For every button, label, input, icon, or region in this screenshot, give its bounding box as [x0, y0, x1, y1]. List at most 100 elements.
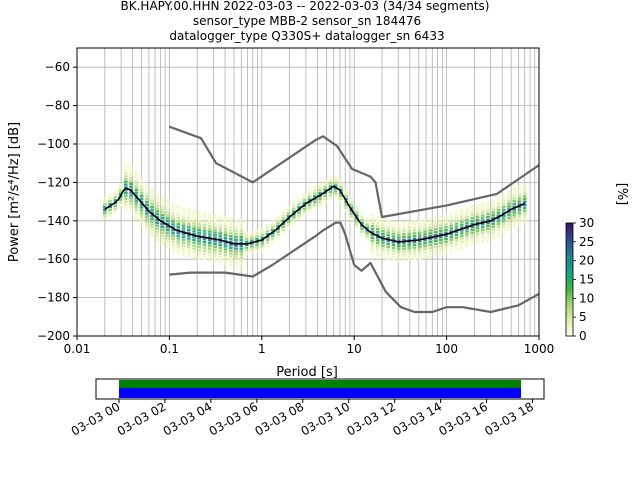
pdf-cell [165, 246, 170, 249]
coverage-tick-label: 03-03 04 [161, 399, 215, 438]
pdf-cell [370, 242, 375, 245]
pdf-cell [192, 210, 196, 213]
pdf-cell [160, 234, 165, 237]
figure-title-line-1: BK.HAPY.00.HHN 2022-03-03 -- 2022-03-03 … [121, 0, 490, 13]
pdf-cell [501, 231, 506, 235]
pdf-cell [108, 214, 112, 217]
pdf-cell [444, 240, 448, 243]
pdf-cell [134, 191, 139, 194]
pdf-cell [396, 222, 401, 225]
pdf-cell [486, 207, 490, 210]
pdf-cell [176, 228, 181, 232]
colorbar-tick-label: 20 [579, 254, 594, 268]
pdf-cell [428, 255, 433, 258]
pdf-cell [234, 264, 238, 268]
pdf-cell [223, 245, 228, 248]
pdf-cell [102, 217, 107, 221]
pdf-cell [176, 225, 181, 229]
pdf-cell [186, 251, 191, 255]
pdf-cell [386, 254, 391, 257]
pdf-cell [449, 212, 454, 216]
pdf-cell [428, 217, 433, 221]
pdf-cell [155, 204, 160, 207]
pdf-cell [144, 226, 149, 230]
pdf-cell [349, 212, 354, 215]
coverage-tick-label: 03-03 02 [115, 399, 169, 438]
pdf-cell [438, 227, 443, 230]
pdf-cell [176, 240, 181, 243]
pdf-cell [433, 254, 438, 257]
pdf-cell [512, 222, 517, 226]
pdf-cell [213, 239, 217, 243]
pdf-cell [228, 229, 233, 232]
pdf-cell [281, 211, 286, 214]
pdf-cell [465, 236, 469, 239]
pdf-cell [123, 171, 128, 175]
pdf-cell [328, 193, 333, 197]
pdf-cell [171, 214, 175, 217]
pdf-cell [129, 199, 133, 203]
pdf-cell [428, 232, 433, 235]
pdf-cell [407, 223, 412, 227]
pdf-cell [391, 249, 396, 253]
pdf-cell [365, 235, 370, 238]
pdf-cell [459, 211, 464, 215]
pdf-cell [270, 229, 275, 232]
coverage-frame [95, 378, 545, 400]
pdf-cell [438, 221, 443, 224]
pdf-cell [318, 194, 322, 198]
pdf-cell [307, 206, 312, 210]
pdf-cell [249, 233, 254, 237]
pdf-cell [417, 231, 422, 234]
pdf-cell [228, 223, 233, 226]
pdf-cell [186, 228, 191, 232]
pdf-cell [459, 214, 464, 218]
pdf-cell [160, 196, 165, 200]
pdf-cell [381, 238, 385, 242]
pdf-cell [218, 220, 223, 224]
pdf-cell [192, 212, 196, 216]
pdf-cell [307, 204, 312, 207]
pdf-cell [475, 224, 480, 227]
pdf-cell [507, 211, 511, 214]
pdf-cell [396, 227, 401, 231]
pdf-cell [123, 203, 128, 206]
pdf-cell [375, 242, 380, 245]
pdf-cell [228, 240, 233, 244]
pdf-cell [150, 220, 154, 223]
pdf-cell [139, 220, 144, 224]
pdf-cell [186, 225, 191, 229]
pdf-cell [234, 241, 238, 245]
pdf-cell [207, 224, 212, 228]
pdf-cell [444, 251, 448, 255]
pdf-cell [517, 185, 522, 189]
pdf-cell [386, 248, 391, 251]
pdf-cell [113, 190, 118, 193]
pdf-cell [123, 206, 128, 209]
pdf-cell [155, 221, 160, 225]
pdf-cell [412, 252, 417, 255]
pdf-cell [139, 203, 144, 206]
pdf-cell [129, 185, 133, 188]
pdf-cell [312, 189, 317, 192]
pdf-cell [423, 230, 427, 233]
pdf-cell [381, 227, 385, 230]
pdf-cell [213, 237, 217, 240]
pdf-cell [423, 247, 427, 251]
coverage-tick-label: 03-03 14 [390, 399, 444, 438]
pdf-cell [192, 247, 196, 250]
pdf-cell [402, 224, 406, 227]
pdf-cell [475, 218, 480, 221]
pdf-cell [370, 227, 375, 231]
colorbar-tick-label: 0 [579, 329, 587, 343]
pdf-cell [496, 234, 501, 237]
pdf-cell [202, 246, 207, 250]
pdf-cell [207, 241, 212, 245]
pdf-cell [202, 220, 207, 224]
pdf-cell [207, 221, 212, 225]
pdf-cell [438, 250, 443, 253]
pdf-cell [255, 246, 259, 250]
coverage-tick-label: 03-03 12 [344, 399, 398, 438]
pdf-cell [475, 241, 480, 244]
pdf-cell [486, 210, 490, 213]
